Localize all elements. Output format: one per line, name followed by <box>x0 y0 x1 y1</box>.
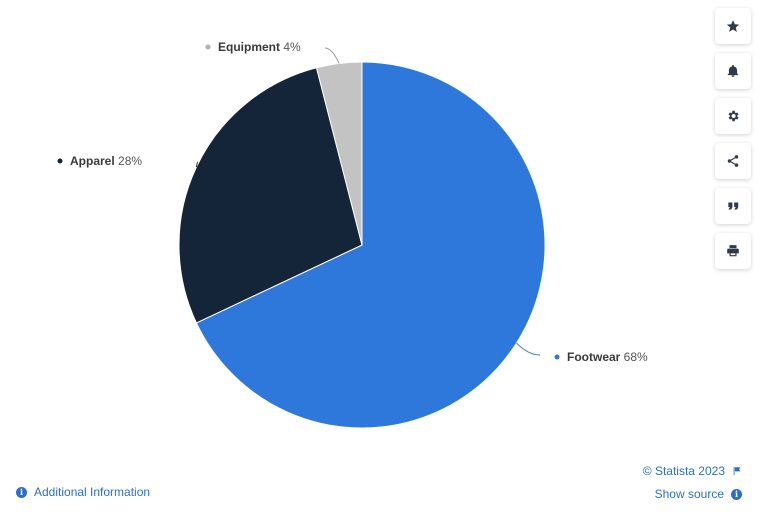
share-icon <box>727 155 739 167</box>
additional-information-link[interactable]: i Additional Information <box>16 485 150 499</box>
connector-line-equipment <box>324 47 340 64</box>
notification-button[interactable] <box>715 53 751 89</box>
additional-information-label: Additional Information <box>34 485 151 499</box>
info-icon: i <box>16 486 27 498</box>
connector-line-apparel <box>195 161 199 168</box>
data-label-category: Equipment <box>218 40 283 54</box>
label-bullet-footwear <box>554 354 560 360</box>
label-bullet-apparel <box>57 158 63 164</box>
quote-icon <box>728 202 739 210</box>
settings-button[interactable] <box>715 98 751 134</box>
connector-line-footwear <box>516 342 541 356</box>
print-button[interactable] <box>715 233 751 269</box>
favorite-button[interactable] <box>715 8 751 44</box>
data-label-category: Apparel <box>70 154 118 168</box>
label-bullet-equipment <box>205 44 211 50</box>
show-source-label: Show source <box>654 487 724 501</box>
data-label-category: Footwear <box>567 350 624 364</box>
show-source-link[interactable]: Show source i <box>655 487 742 501</box>
info-icon: i <box>731 488 742 500</box>
pie-slice-apparel[interactable] <box>178 67 363 324</box>
share-button[interactable] <box>715 143 751 179</box>
copyright-text: © Statista 2023 <box>642 464 725 478</box>
chart-toolbar <box>715 8 751 278</box>
cite-button[interactable] <box>715 188 751 224</box>
star-icon <box>726 20 740 32</box>
gear-icon <box>728 110 739 122</box>
pie-chart: Footwear 68% Apparel 28% Equipment 4% <box>57 40 648 429</box>
bell-icon <box>727 64 739 77</box>
print-icon <box>727 245 739 257</box>
flag-icon[interactable] <box>732 466 742 476</box>
data-label-value: 28% <box>118 154 142 168</box>
data-label-equipment: Equipment 4% <box>218 40 301 54</box>
data-label-apparel: Apparel 28% <box>70 154 142 168</box>
data-label-footwear: Footwear 68% <box>567 350 648 364</box>
pie-slices <box>178 61 546 429</box>
pie-labels: Footwear 68% Apparel 28% Equipment 4% <box>57 40 648 364</box>
data-label-value: 4% <box>283 40 301 54</box>
copyright: © Statista 2023 <box>643 464 742 478</box>
pie-slice-equipment[interactable] <box>315 61 363 246</box>
data-label-value: 68% <box>624 350 648 364</box>
